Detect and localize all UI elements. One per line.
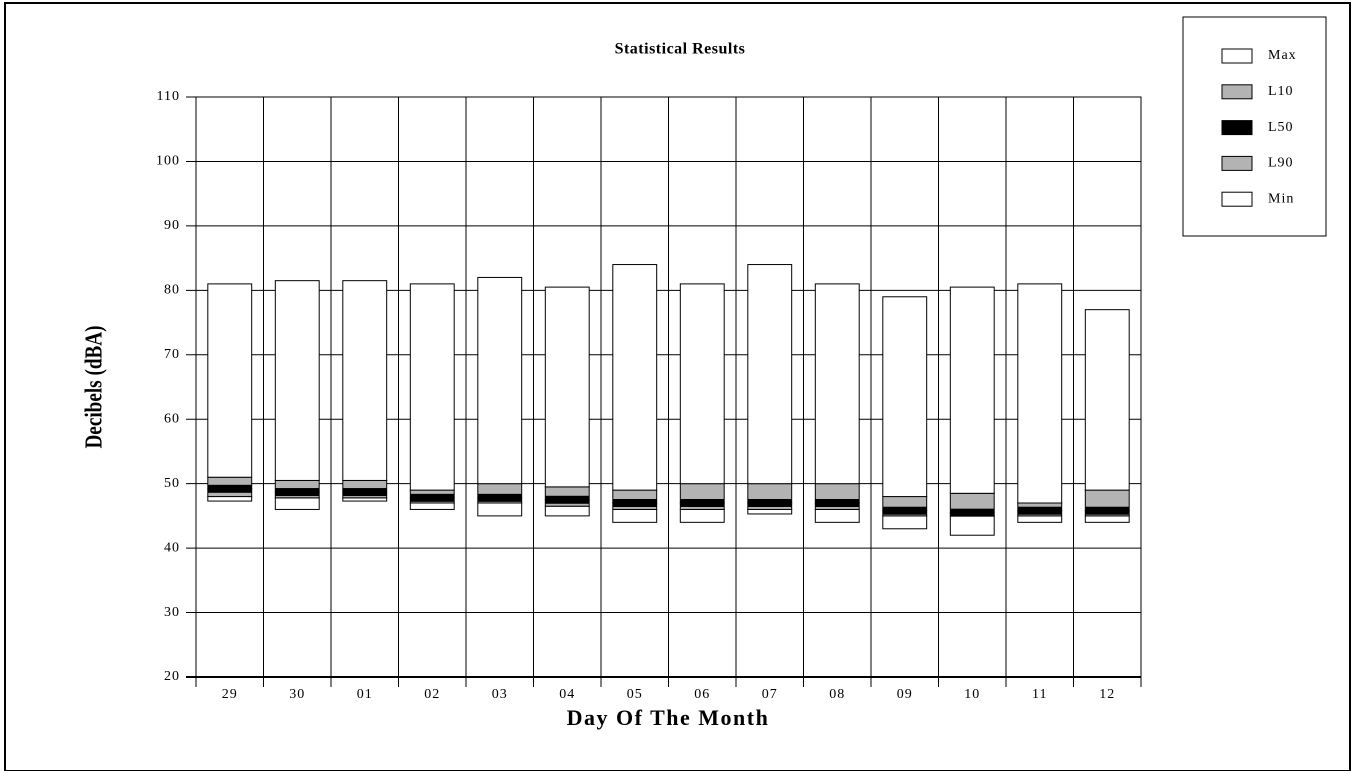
y-tick-label: 90 <box>164 218 180 233</box>
median-band <box>747 499 792 507</box>
median-band <box>950 508 995 517</box>
legend-label: L50 <box>1268 120 1294 135</box>
median-band <box>1085 506 1130 515</box>
bar-segment <box>612 508 658 523</box>
x-tick-label: 07 <box>762 687 778 702</box>
y-tick-label: 100 <box>156 154 180 169</box>
legend-swatch <box>1221 155 1253 171</box>
x-tick-label: 11 <box>1032 687 1047 702</box>
x-tick-label: 12 <box>1099 687 1115 702</box>
y-tick-label: 60 <box>164 411 180 426</box>
bar-segment <box>409 502 455 510</box>
x-tick-label: 02 <box>424 687 440 702</box>
legend-swatch <box>1221 191 1253 207</box>
median-band <box>207 484 252 493</box>
bar-segment <box>882 296 928 498</box>
bar-segment <box>747 264 793 485</box>
median-band <box>815 499 860 507</box>
bar-segment <box>207 496 253 502</box>
bar-segment <box>544 286 590 488</box>
y-tick-label: 110 <box>157 89 180 104</box>
frame <box>4 2 1351 771</box>
x-tick-label: 04 <box>559 687 575 702</box>
bar-segment <box>814 508 860 523</box>
x-tick-label: 06 <box>694 687 710 702</box>
y-tick-label: 80 <box>164 283 180 298</box>
x-tick-label: 09 <box>897 687 913 702</box>
x-tick-label: 30 <box>289 687 305 702</box>
x-tick-label: 29 <box>222 687 238 702</box>
legend-box <box>1182 16 1327 237</box>
x-tick-label: 05 <box>627 687 643 702</box>
bar-segment <box>679 283 725 485</box>
legend-label: L90 <box>1268 156 1294 171</box>
x-tick-label: 01 <box>357 687 373 702</box>
median-band <box>545 495 590 504</box>
y-tick-label: 30 <box>164 605 180 620</box>
median-band <box>680 499 725 507</box>
x-tick-label: 08 <box>829 687 845 702</box>
y-tick-label: 40 <box>164 540 180 555</box>
bar-segment <box>274 497 320 510</box>
legend-swatch <box>1221 48 1253 64</box>
y-tick-label: 70 <box>164 347 180 362</box>
median-band <box>612 499 657 507</box>
bar-segment <box>1084 515 1130 523</box>
bar-segment <box>949 515 995 536</box>
bar-segment <box>1017 283 1063 504</box>
bar-segment <box>882 515 928 530</box>
y-axis-label: Decibels (dBA) <box>81 325 108 448</box>
bar-segment <box>747 508 793 515</box>
legend-swatch <box>1221 120 1253 136</box>
median-band <box>275 488 320 497</box>
bar-segment <box>814 283 860 485</box>
bar-segment <box>1084 309 1130 491</box>
chart-title: Statistical Results <box>615 41 746 58</box>
bar-segment <box>342 280 388 481</box>
median-band <box>477 493 522 502</box>
legend-swatch <box>1221 84 1253 100</box>
bar-segment <box>409 283 455 491</box>
bar-segment <box>274 280 320 481</box>
median-band <box>410 493 455 502</box>
legend-label: Max <box>1268 48 1297 63</box>
bar-segment <box>679 508 725 523</box>
y-tick-label: 50 <box>164 476 180 491</box>
bar-segment <box>1017 515 1063 523</box>
x-axis-label: Day Of The Month <box>567 705 770 730</box>
legend-label: Min <box>1268 191 1294 206</box>
median-band <box>882 506 927 515</box>
bar-segment <box>477 502 523 517</box>
bar-segment <box>949 286 995 494</box>
bar-segment <box>477 276 523 485</box>
bar-segment <box>612 264 658 491</box>
y-tick-label: 20 <box>164 669 180 684</box>
x-tick-label: 03 <box>492 687 508 702</box>
bar-segment <box>544 505 590 517</box>
median-band <box>1017 506 1062 515</box>
legend-label: L10 <box>1268 84 1294 99</box>
x-tick-label: 10 <box>964 687 980 702</box>
bar-segment <box>207 283 253 478</box>
median-band <box>342 488 387 497</box>
